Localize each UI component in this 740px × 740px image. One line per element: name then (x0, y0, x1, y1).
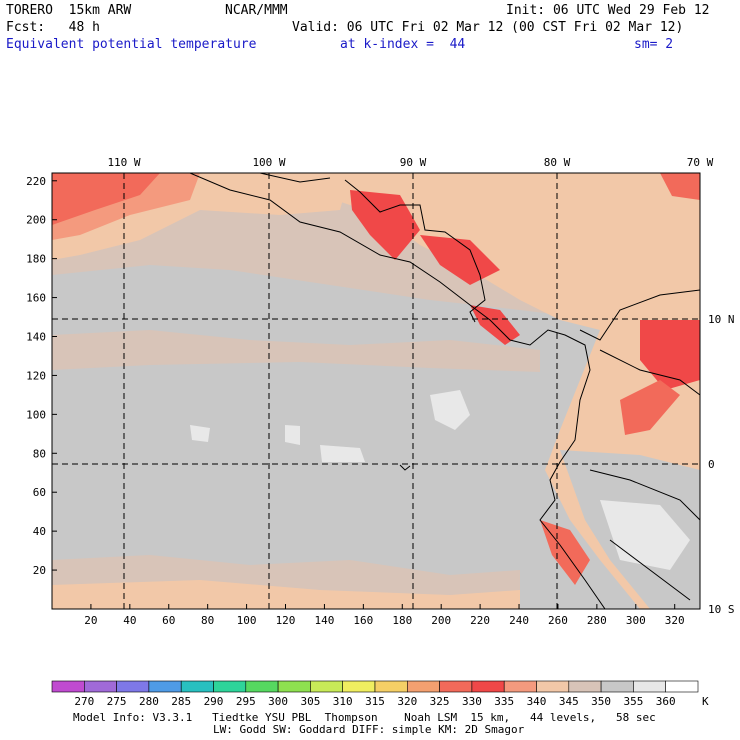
y-tick-label: 100 (26, 408, 46, 421)
colorbar-label: 315 (365, 695, 385, 708)
x-tick-label: 260 (548, 614, 568, 627)
colorbar-swatch (374, 680, 408, 693)
colorbar-label: 350 (591, 695, 611, 708)
colorbar-swatch (84, 680, 117, 693)
colorbar-label: 335 (494, 695, 514, 708)
init-time: Init: 06 UTC Wed 29 Feb 12 (506, 3, 710, 18)
colorbar-label: 325 (430, 695, 450, 708)
y-tick-label: 220 (26, 175, 46, 188)
x-tick-label: 100 (237, 614, 257, 627)
model-title: TORERO 15km ARW (6, 3, 132, 18)
lat-label: 0 (708, 458, 715, 471)
x-tick-label: 140 (314, 614, 334, 627)
colorbar (51, 680, 699, 693)
field-shading (52, 173, 700, 609)
colorbar-swatch (633, 680, 667, 693)
y-tick-label: 180 (26, 253, 46, 266)
grid-lines (52, 173, 700, 609)
colorbar-swatch (342, 680, 376, 693)
x-tick-label: 180 (392, 614, 412, 627)
lat-labels: 10 N 0 10 S (708, 313, 735, 616)
smoothing: sm= 2 (634, 37, 674, 52)
colorbar-swatch (406, 680, 440, 693)
colorbar-swatch (439, 680, 473, 693)
y-tick-label: 40 (33, 525, 46, 538)
colorbar-swatch (277, 680, 311, 693)
colorbar-label: 360 (656, 695, 676, 708)
y-tick-label: 60 (33, 486, 46, 499)
y-tick-label: 80 (33, 447, 46, 460)
colorbar-label: 290 (204, 695, 224, 708)
colorbar-label: 300 (268, 695, 288, 708)
lon-label: 90 W (400, 156, 427, 169)
colorbar-label: 345 (559, 695, 579, 708)
colorbar-label: 270 (74, 695, 94, 708)
x-tick-label: 160 (353, 614, 373, 627)
field-name: Equivalent potential temperature (6, 37, 257, 52)
x-tick-label: 80 (201, 614, 214, 627)
x-tick-label: 300 (626, 614, 646, 627)
x-tick-label: 280 (587, 614, 607, 627)
colorbar-label: 340 (527, 695, 547, 708)
x-tick-label: 320 (665, 614, 685, 627)
x-tick-label: 240 (509, 614, 529, 627)
physics-info: LW: Godd SW: Goddard DIFF: simple KM: 2D… (213, 723, 525, 736)
colorbar-label: 305 (300, 695, 320, 708)
coastlines (189, 173, 700, 609)
plot-frame (51, 172, 701, 610)
colorbar-label: 280 (139, 695, 159, 708)
lat-label: 10 S (708, 603, 735, 616)
lon-label: 110 W (107, 156, 140, 169)
x-tick-label: 40 (123, 614, 136, 627)
level-index: at k-index = 44 (340, 37, 466, 52)
colorbar-labels: 270 275 280 285 290 295 300 305 310 315 320 325 330 3… (74, 695, 675, 708)
colorbar-unit: K (702, 695, 709, 708)
colorbar-label: 275 (107, 695, 127, 708)
colorbar-label: 310 (333, 695, 353, 708)
colorbar-swatch (600, 680, 634, 693)
colorbar-swatch (51, 680, 85, 693)
x-tick-labels: 20 40 60 80 100 120 140 160 180 200 220 240 260 280 30… (84, 604, 685, 627)
forecast-hour: Fcst: 48 h (6, 20, 100, 35)
colorbar-swatch (310, 680, 343, 693)
y-tick-label: 200 (26, 214, 46, 227)
colorbar-swatch (116, 680, 150, 693)
valid-time: Valid: 06 UTC Fri 02 Mar 12 (00 CST Fri … (292, 20, 684, 35)
x-tick-label: 60 (162, 614, 175, 627)
y-tick-label: 140 (26, 331, 46, 344)
colorbar-swatch (536, 680, 570, 693)
colorbar-label: 295 (236, 695, 256, 708)
lon-label: 100 W (252, 156, 285, 169)
lon-label: 80 W (544, 156, 571, 169)
y-tick-label: 160 (26, 292, 46, 305)
colorbar-label: 330 (462, 695, 482, 708)
colorbar-label: 355 (623, 695, 643, 708)
colorbar-swatch (245, 680, 279, 693)
x-tick-label: 20 (84, 614, 97, 627)
y-tick-labels: 20 40 60 80 100 120 140 160 180 200 220 (26, 175, 57, 577)
center-name: NCAR/MMM (225, 3, 288, 18)
colorbar-label: 320 (397, 695, 417, 708)
model-info: Model Info: V3.3.1 Tiedtke YSU PBL Thomp… (73, 711, 656, 724)
x-tick-label: 200 (431, 614, 451, 627)
colorbar-label: 285 (171, 695, 191, 708)
colorbar-swatch (568, 680, 602, 693)
y-tick-label: 20 (33, 564, 46, 577)
colorbar-swatch (148, 680, 182, 693)
colorbar-swatch (665, 680, 699, 693)
lon-labels: 110 W 100 W 90 W 80 W 70 W (107, 156, 713, 169)
colorbar-swatch (180, 680, 214, 693)
lon-label: 70 W (687, 156, 714, 169)
colorbar-swatch (213, 680, 247, 693)
lat-label: 10 N (708, 313, 735, 326)
y-tick-label: 120 (26, 369, 46, 382)
x-tick-label: 120 (276, 614, 296, 627)
colorbar-swatch (471, 680, 505, 693)
x-tick-label: 220 (470, 614, 490, 627)
colorbar-swatch (503, 680, 537, 693)
